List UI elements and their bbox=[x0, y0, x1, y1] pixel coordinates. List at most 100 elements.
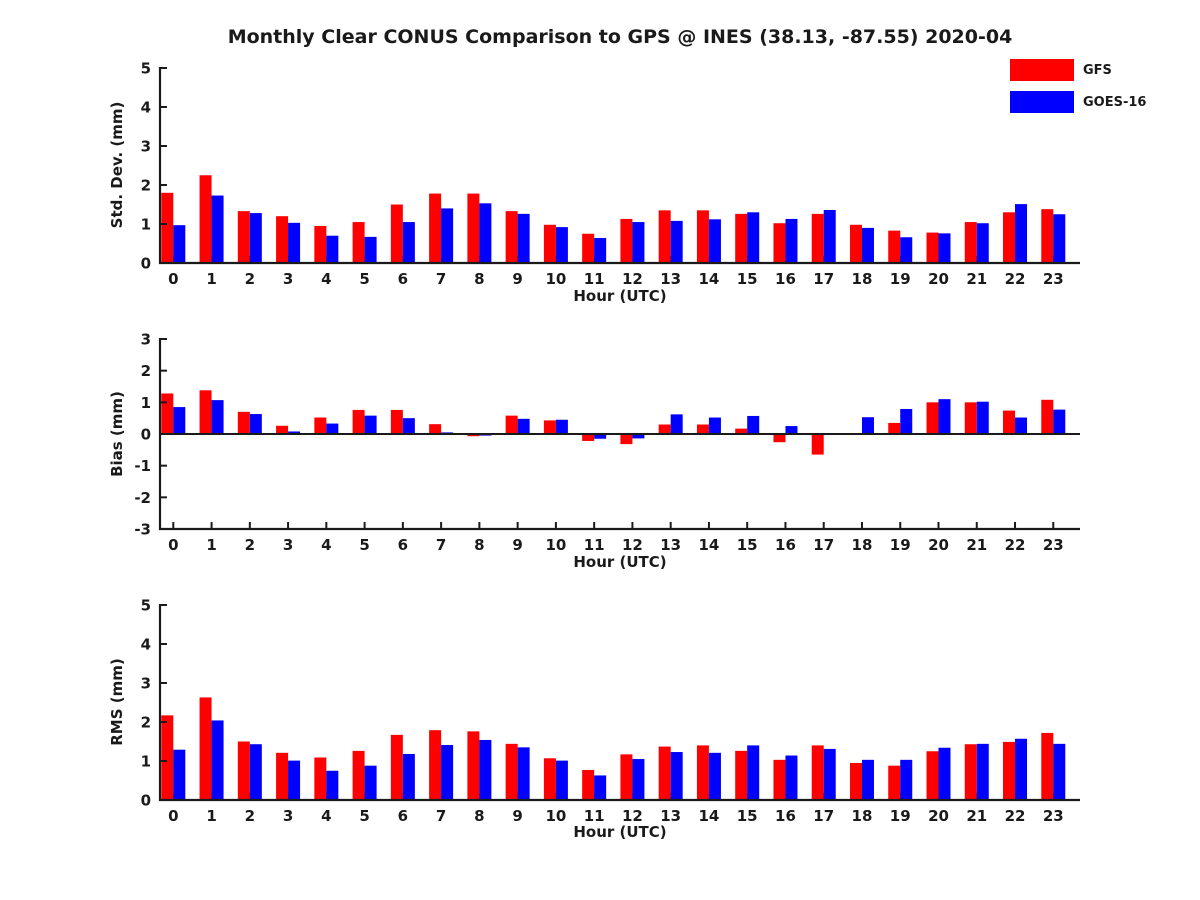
x-tick-label: 5 bbox=[359, 270, 369, 288]
bar-goes16-h12 bbox=[632, 434, 645, 439]
bar-gfs-h19 bbox=[888, 230, 901, 263]
x-tick-label: 10 bbox=[545, 807, 566, 825]
x-tick-label: 6 bbox=[398, 270, 408, 288]
x-tick-label: 2 bbox=[245, 807, 255, 825]
bar-goes16-h5 bbox=[364, 765, 377, 800]
bar-gfs-h6 bbox=[390, 204, 403, 263]
y-tick-label: 2 bbox=[141, 714, 151, 732]
x-tick-label: 4 bbox=[321, 536, 331, 554]
bar-gfs-h14 bbox=[696, 745, 709, 800]
x-tick-label: 11 bbox=[584, 270, 605, 288]
bar-goes16-h12 bbox=[632, 222, 645, 263]
bar-goes16-h14 bbox=[708, 219, 721, 263]
x-tick-label: 22 bbox=[1005, 536, 1026, 554]
bar-goes16-h23 bbox=[1053, 409, 1066, 434]
bar-gfs-h18 bbox=[849, 224, 862, 263]
y-tick-label: -2 bbox=[134, 489, 151, 507]
bar-goes16-h5 bbox=[364, 415, 377, 434]
bar-goes16-h2 bbox=[249, 213, 262, 263]
bar-goes16-h21 bbox=[976, 743, 989, 800]
y-tick-label: 4 bbox=[141, 99, 151, 117]
bar-gfs-h1 bbox=[199, 175, 212, 263]
bar-goes16-h6 bbox=[402, 753, 415, 800]
x-tick-label: 8 bbox=[474, 536, 484, 554]
bar-gfs-h9 bbox=[505, 211, 518, 263]
bar-goes16-h10 bbox=[555, 419, 568, 434]
bar-gfs-h11 bbox=[582, 233, 595, 263]
bar-goes16-h18 bbox=[861, 759, 874, 800]
xlabel-bias: Hour (UTC) bbox=[573, 553, 667, 571]
x-tick-label: 9 bbox=[512, 536, 522, 554]
bar-goes16-h9 bbox=[517, 747, 530, 800]
y-tick-label: -1 bbox=[134, 457, 151, 475]
x-tick-label: 9 bbox=[512, 270, 522, 288]
bar-goes16-h2 bbox=[249, 414, 262, 434]
legend-entry-gfs: GFS bbox=[1010, 59, 1146, 81]
bar-goes16-h16 bbox=[785, 426, 798, 434]
x-tick-label: 2 bbox=[245, 536, 255, 554]
bar-goes16-h1 bbox=[211, 400, 224, 434]
x-tick-label: 18 bbox=[852, 270, 873, 288]
x-tick-label: 3 bbox=[283, 270, 293, 288]
bar-goes16-h15 bbox=[747, 415, 760, 434]
bar-goes16-h13 bbox=[670, 220, 683, 263]
chart-title: Monthly Clear CONUS Comparison to GPS @ … bbox=[227, 26, 1013, 48]
bar-gfs-h12 bbox=[620, 218, 633, 263]
xlabel-stddev: Hour (UTC) bbox=[573, 287, 667, 305]
x-tick-label: 9 bbox=[512, 807, 522, 825]
bar-gfs-h0 bbox=[161, 715, 174, 800]
x-tick-label: 14 bbox=[699, 807, 720, 825]
x-tick-label: 21 bbox=[966, 536, 987, 554]
bar-goes16-h8 bbox=[479, 203, 492, 263]
bar-gfs-h0 bbox=[161, 192, 174, 263]
bar-gfs-h22 bbox=[1003, 212, 1016, 263]
bar-goes16-h21 bbox=[976, 223, 989, 263]
x-tick-label: 2 bbox=[245, 270, 255, 288]
bar-gfs-h18 bbox=[849, 762, 862, 800]
bar-gfs-h4 bbox=[314, 757, 327, 800]
y-tick-label: 3 bbox=[141, 675, 151, 693]
x-tick-label: 4 bbox=[321, 807, 331, 825]
x-tick-label: 12 bbox=[622, 807, 643, 825]
bar-gfs-h10 bbox=[543, 420, 556, 434]
bar-goes16-h16 bbox=[785, 218, 798, 263]
bar-goes16-h2 bbox=[249, 744, 262, 800]
x-tick-label: 11 bbox=[584, 807, 605, 825]
bar-goes16-h4 bbox=[326, 235, 339, 263]
bar-gfs-h6 bbox=[390, 734, 403, 800]
x-tick-label: 10 bbox=[545, 270, 566, 288]
bar-goes16-h23 bbox=[1053, 743, 1066, 800]
bar-goes16-h15 bbox=[747, 745, 760, 800]
bar-gfs-h16 bbox=[773, 434, 786, 443]
ylabel-stddev: Std. Dev. (mm) bbox=[108, 101, 126, 229]
bar-goes16-h22 bbox=[1015, 417, 1028, 434]
x-tick-label: 23 bbox=[1043, 270, 1064, 288]
x-tick-label: 6 bbox=[398, 536, 408, 554]
x-tick-label: 5 bbox=[359, 536, 369, 554]
x-tick-label: 14 bbox=[699, 536, 720, 554]
bar-goes16-h13 bbox=[670, 414, 683, 434]
bar-goes16-h11 bbox=[594, 434, 607, 439]
x-tick-label: 10 bbox=[545, 536, 566, 554]
bar-gfs-h23 bbox=[1041, 399, 1054, 434]
y-tick-label: -3 bbox=[134, 521, 151, 539]
x-tick-label: 4 bbox=[321, 270, 331, 288]
x-tick-label: 1 bbox=[206, 536, 216, 554]
bar-goes16-h9 bbox=[517, 213, 530, 263]
x-tick-label: 20 bbox=[928, 536, 949, 554]
bar-gfs-h5 bbox=[352, 409, 365, 434]
bar-goes16-h22 bbox=[1015, 204, 1028, 263]
x-tick-label: 23 bbox=[1043, 536, 1064, 554]
x-tick-label: 12 bbox=[622, 270, 643, 288]
legend-swatch-goes16 bbox=[1010, 91, 1074, 113]
x-tick-label: 22 bbox=[1005, 270, 1026, 288]
x-tick-label: 16 bbox=[775, 270, 796, 288]
bar-goes16-h11 bbox=[594, 238, 607, 263]
x-tick-label: 20 bbox=[928, 807, 949, 825]
bar-goes16-h11 bbox=[594, 775, 607, 800]
bar-goes16-h7 bbox=[441, 745, 454, 800]
bar-goes16-h4 bbox=[326, 770, 339, 800]
